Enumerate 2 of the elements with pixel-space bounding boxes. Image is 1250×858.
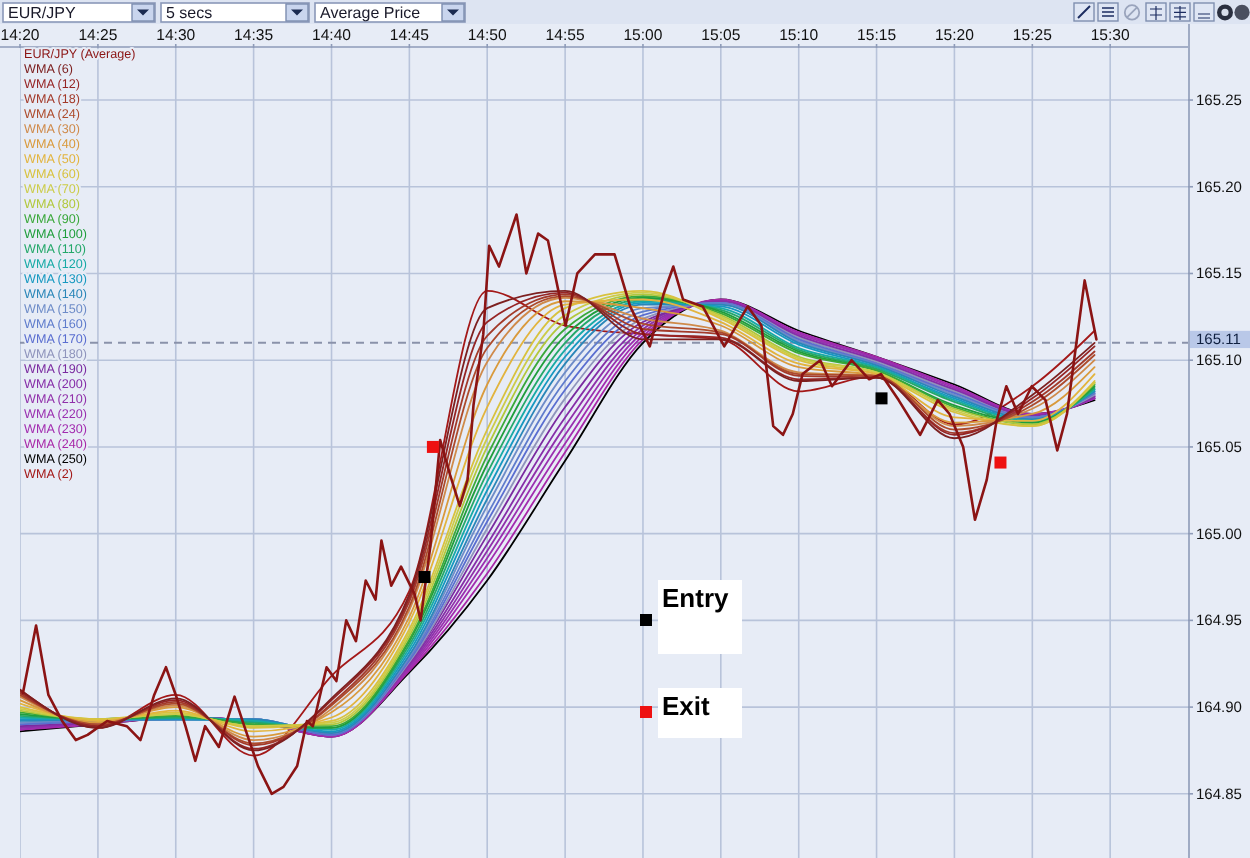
legend-label: Exit bbox=[662, 691, 712, 721]
text: Entry bbox=[662, 583, 730, 613]
